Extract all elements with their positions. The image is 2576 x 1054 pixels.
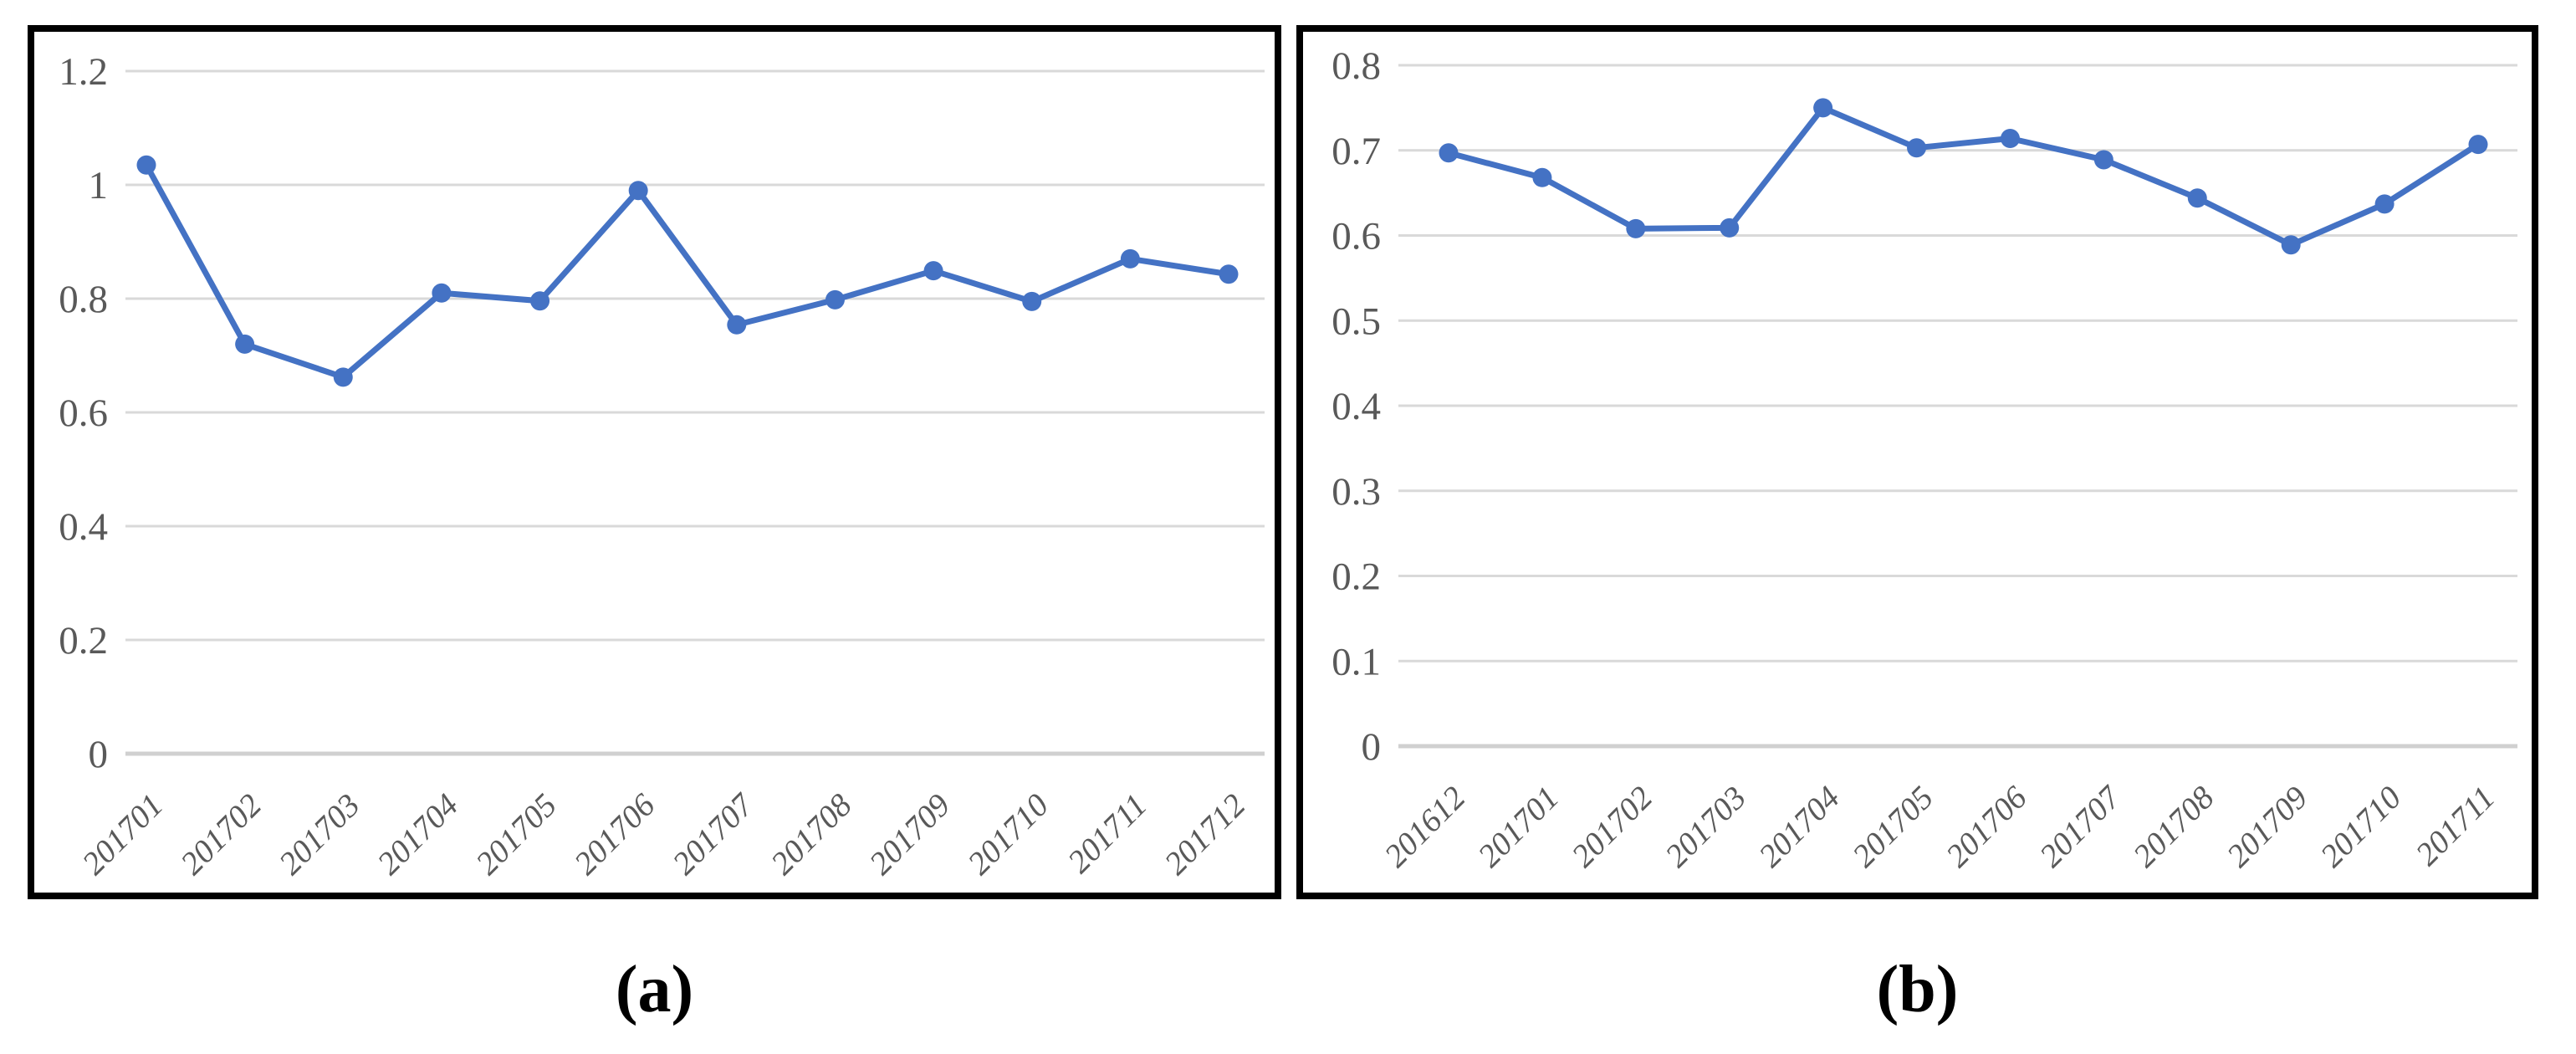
chart-panel-a: 1.2 1 0.8 0.6 0.4 0.2 0 201701 201702 201703 20170… — [28, 25, 1281, 899]
data-point-marker — [333, 367, 353, 387]
x-tick-label: 201708 — [2126, 780, 2221, 874]
data-point-marker — [136, 155, 156, 175]
x-tick-label: 201702 — [1565, 780, 1659, 874]
x-tick-label: 201706 — [1940, 780, 2034, 874]
data-point-marker — [530, 291, 550, 311]
y-tick-label: 1.2 — [59, 50, 108, 94]
y-tick-label: 0.3 — [1331, 470, 1381, 514]
x-tick-label: 201612 — [1377, 780, 1472, 874]
data-point-marker — [825, 289, 845, 310]
panel-a-caption: (a) — [615, 953, 694, 1026]
series-line — [143, 161, 1232, 381]
x-tick-label: 201710 — [961, 787, 1055, 882]
data-point-marker — [2187, 188, 2207, 208]
x-tick-label: 201701 — [1471, 780, 1566, 874]
data-point-marker — [727, 315, 747, 335]
x-tick-label: 201703 — [1659, 780, 1753, 874]
data-point-marker — [1439, 143, 1459, 163]
x-tick-label: 201709 — [862, 787, 957, 882]
y-tick-label: 0 — [89, 733, 109, 776]
series-line — [1445, 105, 2481, 248]
chart-canvas-b: 0.80.70.60.50.40.30.20.10201612201701201… — [1331, 44, 2517, 874]
x-tick-label: 201711 — [1061, 787, 1154, 880]
data-point-marker — [628, 181, 648, 201]
x-tick-label: 201703 — [272, 787, 366, 882]
y-tick-label: 0.4 — [59, 505, 108, 549]
y-tick-label: 1 — [89, 164, 109, 207]
x-tick-label: 201704 — [371, 787, 465, 882]
x-tick-label: 201702 — [174, 787, 268, 882]
data-point-marker — [1532, 167, 1552, 187]
x-tick-label: 201708 — [764, 787, 859, 882]
data-point-marker — [1907, 138, 1927, 158]
data-point-marker — [1720, 217, 1740, 238]
data-point-marker — [2093, 150, 2113, 170]
data-point-marker — [432, 283, 452, 303]
data-point-marker — [923, 261, 943, 281]
data-point-marker — [2468, 135, 2488, 155]
y-tick-label: 0.4 — [1331, 385, 1381, 428]
y-tick-label: 0.8 — [1331, 44, 1381, 88]
data-point-marker — [2374, 194, 2395, 214]
data-point-marker — [1022, 291, 1042, 311]
x-tick-label: 201712 — [1158, 787, 1252, 882]
y-tick-label: 0.6 — [1331, 215, 1381, 258]
y-tick-label: 0.8 — [59, 278, 108, 321]
x-tick-label: 201706 — [567, 787, 662, 882]
panel-b-caption: (b) — [1876, 953, 1959, 1026]
data-point-marker — [1120, 248, 1140, 269]
y-tick-label: 0.7 — [1331, 130, 1381, 173]
data-point-marker — [2281, 235, 2301, 255]
chart-panel-b: 0.8 0.7 0.6 0.5 0.4 0.3 0.2 0.1 0 201612 201701 201… — [1296, 25, 2538, 899]
data-point-marker — [1813, 98, 1833, 118]
x-tick-label: 201709 — [2220, 780, 2314, 874]
data-point-marker — [1626, 218, 1646, 238]
y-tick-label: 0.1 — [1331, 640, 1381, 683]
x-tick-label: 201704 — [1752, 780, 1847, 874]
data-point-marker — [235, 334, 255, 354]
y-tick-label: 0 — [1362, 725, 1382, 769]
x-tick-label: 201701 — [75, 787, 170, 882]
x-tick-label: 201705 — [469, 787, 564, 882]
data-point-marker — [2000, 129, 2020, 149]
data-point-marker — [1219, 264, 1239, 284]
x-tick-label: 201711 — [2409, 780, 2502, 872]
y-tick-label: 0.2 — [1331, 555, 1381, 599]
y-tick-label: 0.5 — [1331, 299, 1381, 343]
x-tick-label: 201707 — [2033, 779, 2129, 874]
y-tick-label: 0.2 — [59, 619, 108, 663]
y-tick-label: 0.6 — [59, 391, 108, 435]
x-tick-label: 201707 — [666, 786, 761, 882]
x-tick-label: 201710 — [2313, 780, 2408, 874]
x-tick-label: 201705 — [1846, 780, 1940, 874]
